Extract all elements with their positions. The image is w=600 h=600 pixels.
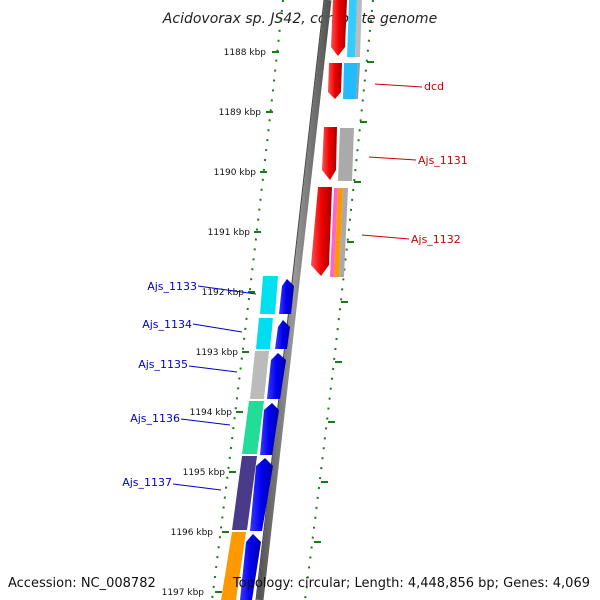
gene-label-dcd[interactable]: dcd [424, 80, 444, 93]
scale-label: 1197 kbp [162, 588, 205, 598]
accession-text: Accession: NC_008782 [8, 576, 156, 591]
inner-dotted-track [211, 0, 284, 600]
cog-strip [347, 0, 362, 57]
genome-summary-text: Topology: circular; Length: 4,448,856 bp… [232, 576, 590, 591]
forward-gene-ajs-1131[interactable] [322, 127, 354, 181]
forward-gene-ajs-1132[interactable] [311, 187, 348, 277]
gene-label-ajs-1136[interactable]: Ajs_1136 [130, 412, 180, 425]
reverse-gene-ajs-1135[interactable] [250, 351, 286, 399]
scale-labels: 1188 kbp 1189 kbp 1190 kbp 1191 kbp 1192… [162, 48, 267, 598]
gene-label-ajs-1135[interactable]: Ajs_1135 [138, 358, 188, 371]
reverse-gene-ajs-1134[interactable] [256, 318, 290, 349]
scale-label: 1194 kbp [190, 408, 233, 418]
reverse-gene-ajs-1133[interactable] [260, 276, 294, 314]
scale-label: 1193 kbp [196, 348, 239, 358]
reverse-gene-labels: Ajs_1133 Ajs_1134 Ajs_1135 Ajs_1136 Ajs_… [122, 280, 257, 491]
forward-gene-labels: dcd Ajs_1131 Ajs_1132 [361, 80, 468, 246]
scale-label: 1192 kbp [202, 288, 245, 298]
scale-label: 1191 kbp [208, 228, 251, 238]
gene-label-ajs-1134[interactable]: Ajs_1134 [142, 318, 192, 331]
genome-title: Acidovorax sp. JS42, complete genome [162, 11, 437, 27]
scale-ticks [215, 51, 279, 593]
forward-gene[interactable] [331, 0, 347, 56]
reverse-gene-ajs-1136[interactable] [242, 401, 279, 455]
gene-label-ajs-1131[interactable]: Ajs_1131 [418, 154, 468, 167]
scale-label: 1190 kbp [214, 168, 257, 178]
reverse-gene[interactable] [221, 532, 261, 600]
reverse-strand-genes [221, 276, 294, 600]
backbone-edge [255, 0, 325, 600]
scale-label: 1188 kbp [224, 48, 267, 58]
gene-label-ajs-1133[interactable]: Ajs_1133 [147, 280, 197, 293]
forward-gene-dcd[interactable] [328, 63, 360, 99]
scale-label: 1189 kbp [219, 108, 262, 118]
forward-strand-genes [311, 0, 362, 277]
gene-label-ajs-1132[interactable]: Ajs_1132 [411, 233, 461, 246]
reverse-gene-ajs-1137[interactable] [232, 456, 273, 531]
outer-dotted-track [304, 0, 374, 600]
genome-backbone [256, 0, 332, 600]
outer-major-ticks [314, 61, 374, 543]
gene-label-ajs-1137[interactable]: Ajs_1137 [122, 476, 172, 489]
scale-label: 1195 kbp [183, 468, 226, 478]
scale-label: 1196 kbp [171, 528, 214, 538]
